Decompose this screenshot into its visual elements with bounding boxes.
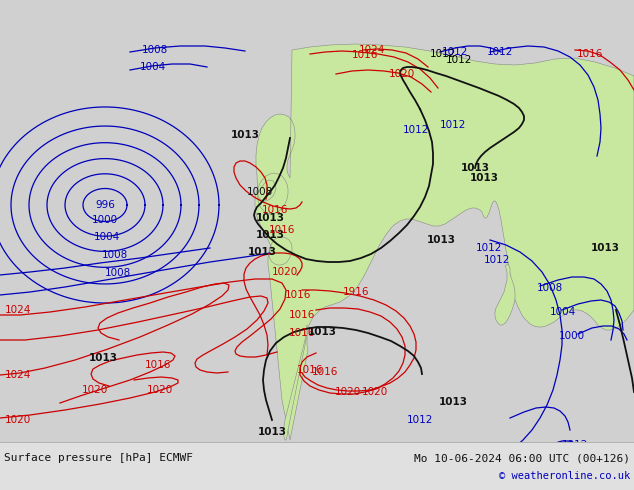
Text: 1012: 1012: [440, 120, 466, 130]
Text: 1016: 1016: [577, 49, 603, 59]
Text: 1012: 1012: [302, 445, 328, 455]
Text: 1013: 1013: [256, 213, 285, 223]
Text: 1013: 1013: [439, 397, 467, 407]
Text: 1016: 1016: [285, 290, 311, 300]
Text: 1016: 1016: [145, 360, 171, 370]
Text: 1016: 1016: [289, 310, 315, 320]
Text: 1012: 1012: [487, 47, 513, 57]
Text: 1012: 1012: [537, 445, 563, 455]
Text: 1016: 1016: [269, 225, 295, 235]
Text: 1916: 1916: [343, 287, 369, 297]
Text: Mo 10-06-2024 06:00 UTC (00+126): Mo 10-06-2024 06:00 UTC (00+126): [414, 453, 630, 463]
Text: 1020: 1020: [335, 387, 361, 397]
Text: 1016: 1016: [297, 365, 323, 375]
Text: 1012: 1012: [442, 47, 468, 57]
Text: 1024: 1024: [5, 305, 31, 315]
Text: 1000: 1000: [92, 215, 118, 225]
Polygon shape: [495, 264, 515, 325]
Text: 1013: 1013: [264, 443, 292, 453]
Text: 1013: 1013: [231, 130, 259, 140]
Bar: [0, 442, 634, 490]
Text: 1016: 1016: [289, 328, 315, 338]
Text: 1012: 1012: [407, 415, 433, 425]
Text: 1020: 1020: [5, 415, 31, 425]
Text: 1013: 1013: [427, 235, 455, 245]
Text: 1012: 1012: [430, 49, 456, 59]
Text: 1012: 1012: [309, 457, 335, 467]
Text: 1013: 1013: [285, 453, 314, 463]
Text: Surface pressure [hPa] ECMWF: Surface pressure [hPa] ECMWF: [4, 453, 193, 463]
Text: 1020: 1020: [147, 385, 173, 395]
Text: 1012: 1012: [476, 243, 502, 253]
Polygon shape: [284, 325, 308, 440]
Text: 1012: 1012: [403, 125, 429, 135]
Text: 1004: 1004: [94, 232, 120, 242]
Text: 1008: 1008: [247, 187, 273, 197]
Text: 1013: 1013: [247, 247, 276, 257]
Text: 1020: 1020: [389, 69, 415, 79]
Text: 1012: 1012: [484, 255, 510, 265]
Text: 1013: 1013: [257, 427, 287, 437]
Text: 1012: 1012: [562, 440, 588, 450]
Text: 1013: 1013: [307, 327, 337, 337]
Text: 1016: 1016: [352, 50, 378, 60]
Text: 1020: 1020: [362, 387, 388, 397]
Polygon shape: [258, 180, 276, 201]
Text: 1012: 1012: [446, 55, 472, 65]
Text: 1024: 1024: [5, 370, 31, 380]
Text: 1020: 1020: [82, 385, 108, 395]
Text: 1008: 1008: [142, 45, 168, 55]
Text: 1004: 1004: [550, 307, 576, 317]
Text: 1013: 1013: [460, 163, 489, 173]
Text: 1004: 1004: [140, 62, 166, 72]
Text: 1013: 1013: [89, 353, 117, 363]
Text: 1008: 1008: [537, 283, 563, 293]
Text: 1013: 1013: [470, 173, 498, 183]
Text: 1000: 1000: [559, 331, 585, 341]
Text: 996: 996: [95, 200, 115, 210]
Text: 1008: 1008: [105, 268, 131, 278]
Text: 1020: 1020: [272, 267, 298, 277]
Polygon shape: [255, 44, 634, 440]
Text: 1016: 1016: [262, 205, 288, 215]
Text: 1013: 1013: [256, 230, 285, 240]
Text: 1008: 1008: [102, 250, 128, 260]
Text: 1016: 1016: [312, 367, 338, 377]
Text: © weatheronline.co.uk: © weatheronline.co.uk: [499, 471, 630, 481]
Text: 1024: 1024: [359, 45, 385, 55]
Text: 1013: 1013: [590, 243, 619, 253]
